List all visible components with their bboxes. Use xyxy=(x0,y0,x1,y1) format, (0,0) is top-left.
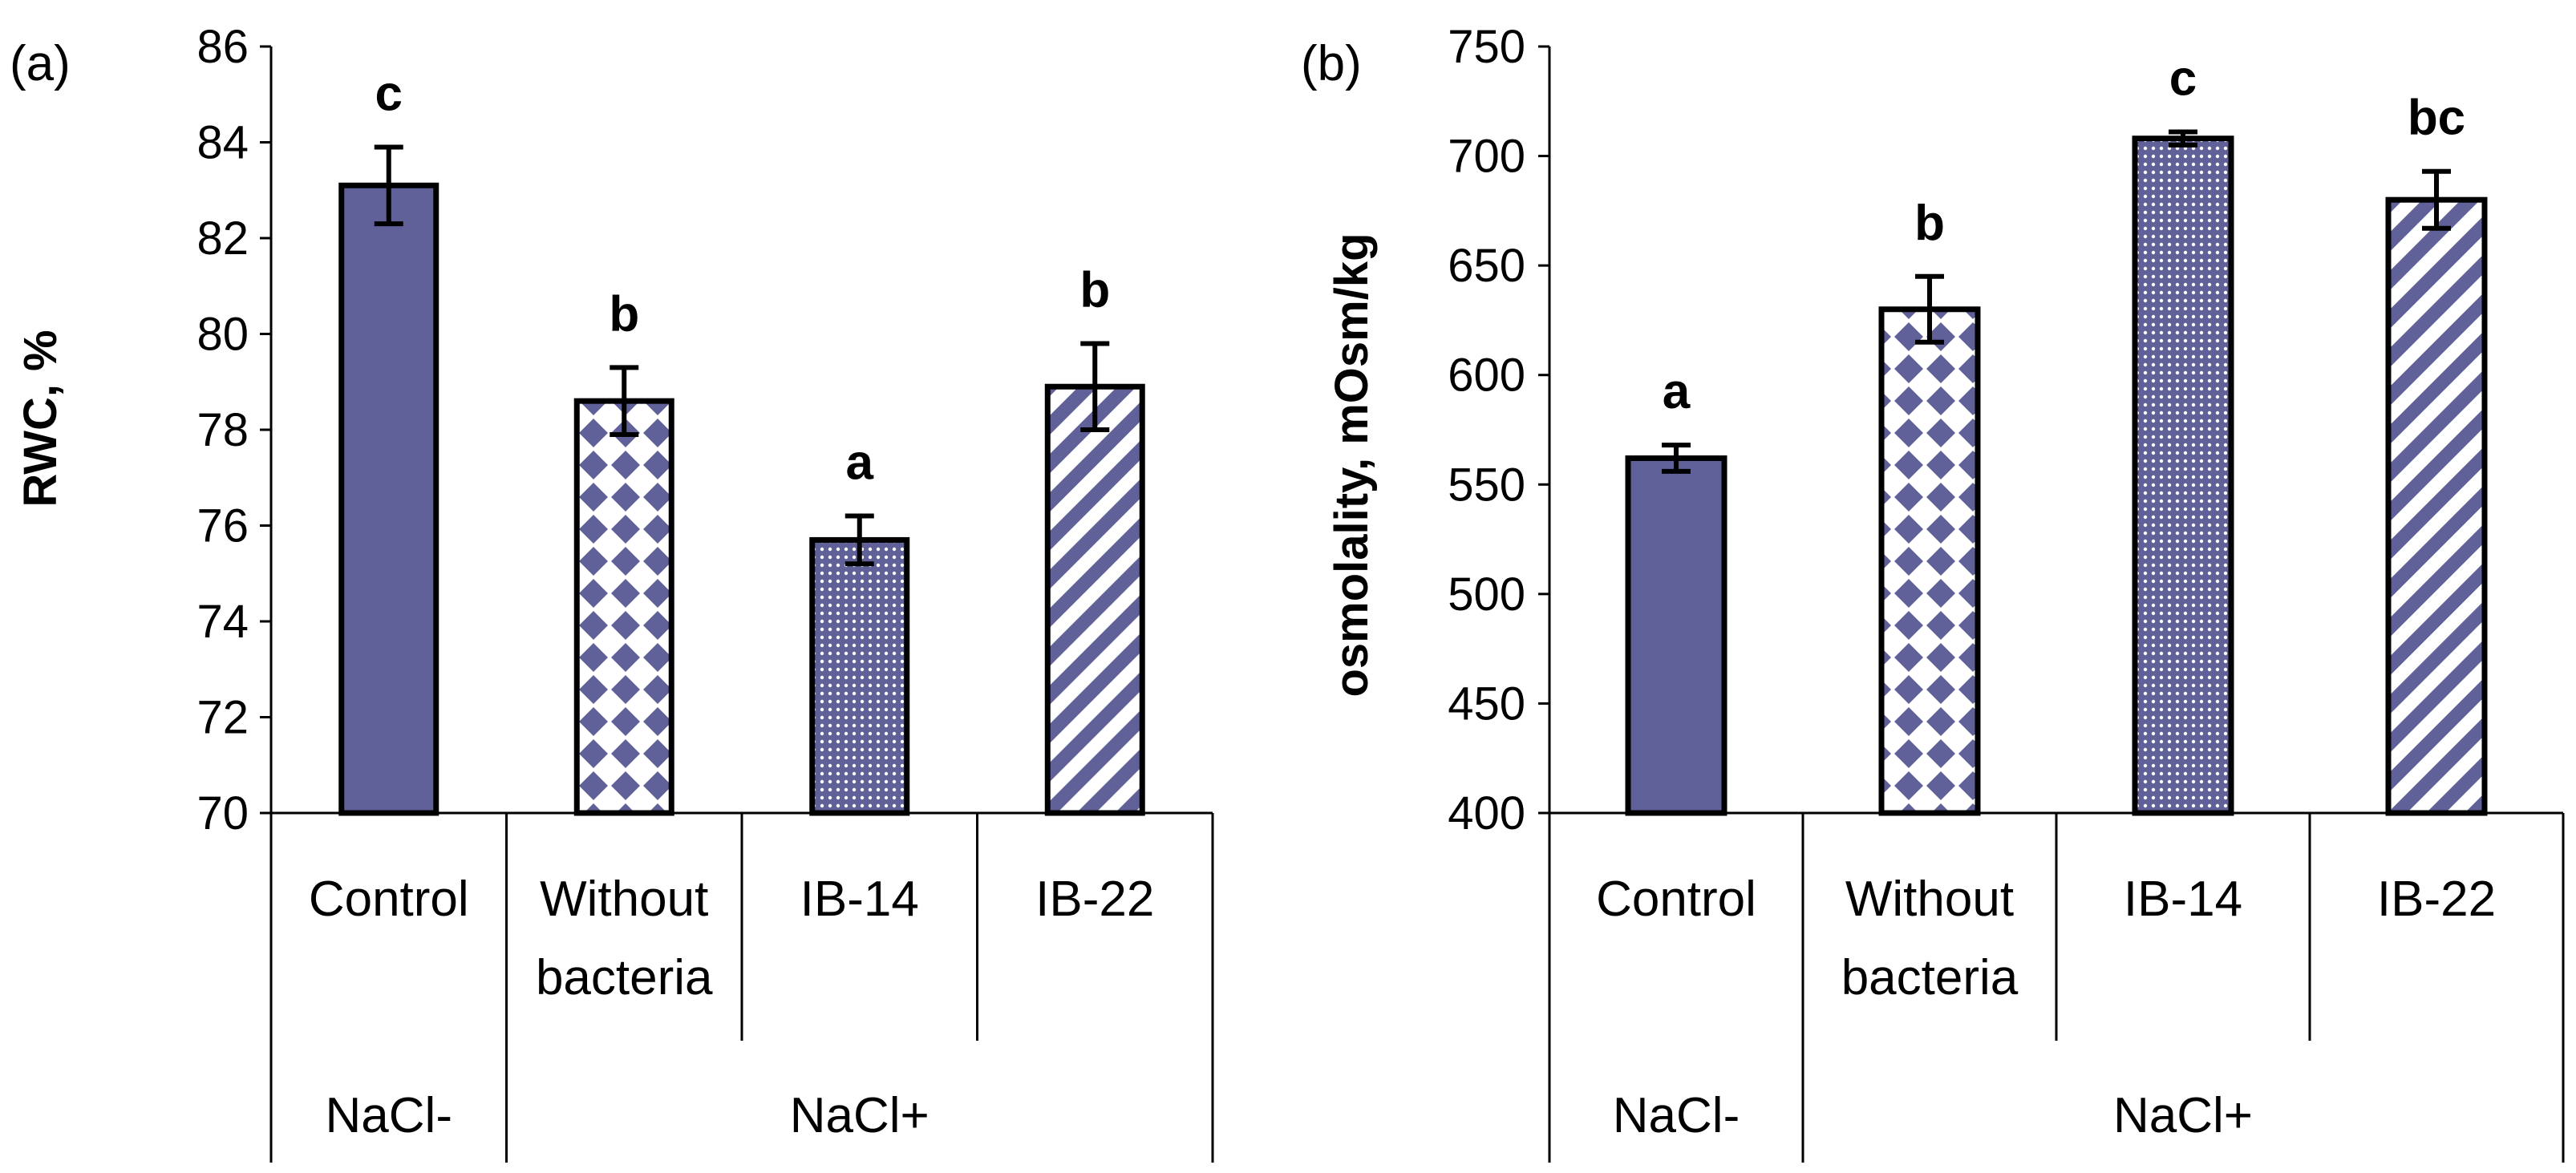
category-label: Control xyxy=(1596,872,1756,927)
plot-area-b: 400 450 500 550 600 650 700 750 a Control b Without… xyxy=(1448,21,2565,1163)
bar xyxy=(1878,306,1981,816)
y-axis-label-a: RWC, % xyxy=(14,330,67,507)
y-tick-label: 700 xyxy=(1448,131,1525,183)
y-tick-label: 450 xyxy=(1448,678,1525,730)
y-tick-label: 600 xyxy=(1448,350,1525,402)
significance-letter: c xyxy=(375,66,403,121)
group-label: NaCl- xyxy=(326,1088,452,1143)
y-tick-label: 72 xyxy=(196,692,249,744)
category-label: IB-22 xyxy=(1035,872,1154,927)
y-tick-label: 84 xyxy=(196,117,249,169)
bar xyxy=(1625,455,1727,816)
category-label: Without bacteria xyxy=(1841,872,2019,1005)
y-tick-label: 86 xyxy=(196,21,249,73)
significance-letter: a xyxy=(1663,364,1691,419)
y-tick-label: 500 xyxy=(1448,568,1525,621)
category-label: Control xyxy=(309,872,469,927)
y-tick-label: 78 xyxy=(196,404,249,456)
significance-letter: bc xyxy=(2408,91,2465,146)
significance-letter: b xyxy=(1914,196,1945,251)
y-tick-label: 74 xyxy=(196,596,249,648)
bar xyxy=(573,398,674,816)
chart-osmolality: (b) osmolality, mOsm/kg 400 450 500 550 600 6… xyxy=(1301,21,2565,1163)
bar xyxy=(809,536,910,816)
significance-letter: b xyxy=(1079,262,1110,318)
group-label: NaCl+ xyxy=(790,1088,930,1143)
y-tick-label: 650 xyxy=(1448,240,1525,292)
significance-letter: c xyxy=(2169,51,2197,107)
y-tick-label: 750 xyxy=(1448,21,1525,73)
y-axis-label-b: osmolality, mOsm/kg xyxy=(1326,233,1378,697)
y-tick-label: 550 xyxy=(1448,459,1525,511)
significance-letter: a xyxy=(846,435,874,491)
significance-letter: b xyxy=(609,286,639,342)
panel-label-a: (a) xyxy=(10,36,71,91)
group-label: NaCl+ xyxy=(2113,1088,2253,1143)
bar xyxy=(2385,196,2488,816)
y-tick-label: 76 xyxy=(196,500,249,552)
bar xyxy=(338,182,439,816)
group-label: NaCl- xyxy=(1613,1088,1740,1143)
category-label: IB-14 xyxy=(800,872,919,927)
y-tick-label: 82 xyxy=(196,212,249,265)
chart-rwc: (a) RWC, % 70 72 74 76 78 80 82 84 86 c Control b Wi… xyxy=(10,21,1214,1163)
category-label: Without bacteria xyxy=(536,872,713,1005)
y-tick-label: 400 xyxy=(1448,787,1525,839)
plot-area-a: 70 72 74 76 78 80 82 84 86 c Control b Without bacter… xyxy=(196,21,1214,1163)
bar xyxy=(1044,383,1145,816)
category-label: IB-14 xyxy=(2124,872,2242,927)
panel-label-b: (b) xyxy=(1301,36,1362,91)
bar xyxy=(2132,136,2234,816)
y-tick-label: 70 xyxy=(196,787,249,839)
category-label: IB-22 xyxy=(2377,872,2496,927)
y-tick-label: 80 xyxy=(196,309,249,361)
